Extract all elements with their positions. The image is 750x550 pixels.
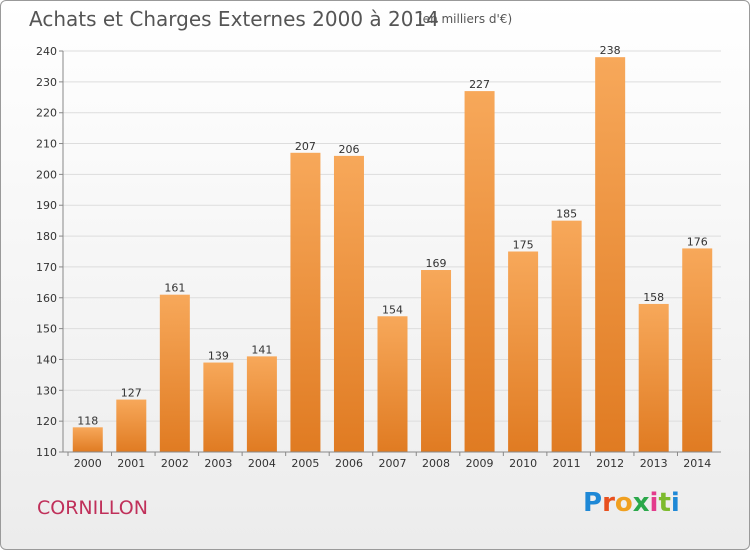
data-label: 141 — [251, 343, 272, 356]
bar — [682, 248, 713, 452]
x-tick-label: 2005 — [291, 457, 319, 470]
labels: 110 120 130 140 150 160 170 180 190 200 210 220 230 2… — [36, 44, 711, 470]
axes — [59, 50, 721, 456]
x-tick-label: 2014 — [683, 457, 711, 470]
logo-letter: o — [614, 488, 633, 518]
x-tick-label: 2003 — [204, 457, 232, 470]
y-tick-label: 140 — [36, 353, 57, 366]
bars — [72, 57, 713, 453]
x-tick-label: 2010 — [509, 457, 537, 470]
x-tick-label: 2004 — [248, 457, 276, 470]
bar — [638, 303, 669, 452]
bar — [333, 155, 364, 452]
data-label: 154 — [382, 303, 403, 316]
x-tick-label: 2007 — [379, 457, 407, 470]
bar — [421, 270, 452, 452]
chart-subtitle: (en milliers d'€) — [418, 12, 513, 26]
data-label: 227 — [469, 78, 490, 91]
logo-letter: t — [658, 488, 671, 518]
y-tick-label: 110 — [36, 446, 57, 459]
bar — [116, 399, 147, 452]
y-tick-label: 200 — [36, 168, 57, 181]
bar — [72, 427, 103, 452]
bar — [246, 356, 277, 452]
x-tick-label: 2013 — [640, 457, 668, 470]
x-tick-label: 2000 — [74, 457, 102, 470]
y-tick-label: 210 — [36, 138, 57, 151]
bar — [551, 220, 582, 452]
data-label: 161 — [164, 282, 185, 295]
bar — [203, 362, 234, 452]
logo-letter: P — [583, 488, 603, 518]
x-tick-label: 2006 — [335, 457, 363, 470]
x-tick-label: 2011 — [553, 457, 581, 470]
data-label: 169 — [426, 257, 447, 270]
y-tick-label: 230 — [36, 76, 57, 89]
data-label: 158 — [643, 291, 664, 304]
x-tick-label: 2012 — [596, 457, 624, 470]
y-tick-label: 170 — [36, 261, 57, 274]
logo-letter: i — [649, 488, 659, 518]
data-label: 206 — [338, 143, 359, 156]
data-label: 176 — [687, 235, 708, 248]
y-tick-label: 180 — [36, 230, 57, 243]
bar — [377, 316, 408, 452]
x-tick-label: 2009 — [466, 457, 494, 470]
y-tick-label: 220 — [36, 107, 57, 120]
logo-letter: x — [632, 488, 650, 518]
y-tick-label: 190 — [36, 199, 57, 212]
y-tick-label: 130 — [36, 384, 57, 397]
bar — [290, 152, 321, 453]
bar — [464, 91, 495, 452]
y-tick-label: 160 — [36, 292, 57, 305]
chart-title: Achats et Charges Externes 2000 à 2014 — [29, 7, 439, 31]
x-tick-label: 2008 — [422, 457, 450, 470]
logo-letter: r — [602, 488, 615, 518]
x-tick-label: 2002 — [161, 457, 189, 470]
data-label: 185 — [556, 208, 577, 221]
bar — [595, 57, 626, 453]
bar — [508, 251, 539, 452]
data-label: 127 — [121, 387, 142, 400]
proxiti-logo[interactable]: Proxiti — [583, 488, 680, 518]
y-tick-label: 240 — [36, 45, 57, 58]
bar — [159, 294, 190, 452]
y-tick-label: 150 — [36, 323, 57, 336]
logo-letter: i — [670, 488, 680, 518]
data-label: 207 — [295, 140, 316, 153]
y-tick-label: 120 — [36, 415, 57, 428]
data-label: 118 — [77, 414, 98, 427]
data-label: 175 — [513, 239, 534, 252]
data-label: 238 — [600, 44, 621, 57]
city-name: CORNILLON — [37, 497, 148, 519]
data-label: 139 — [208, 350, 229, 363]
x-tick-label: 2001 — [117, 457, 145, 470]
